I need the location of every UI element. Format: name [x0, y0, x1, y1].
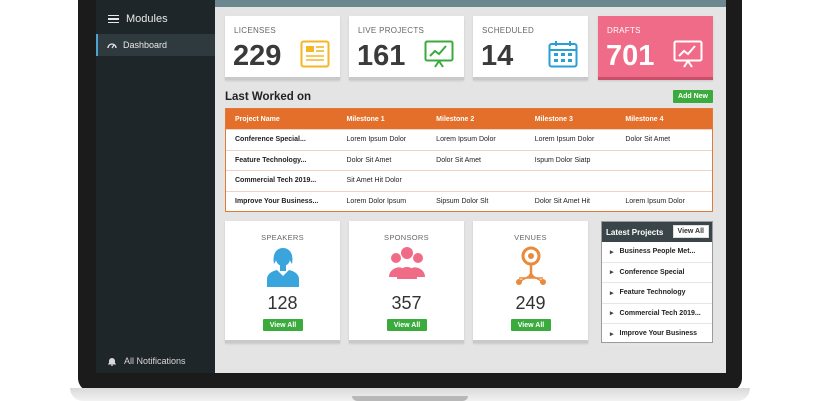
column-header[interactable]: Milestone 2	[436, 115, 475, 123]
stat-card-scheduled[interactable]: SCHEDULED 14	[473, 16, 588, 80]
table-cell: Sit Amet Hit Dolor	[346, 177, 402, 185]
stat-value: 161	[357, 40, 406, 72]
column-header[interactable]: Milestone 1	[346, 115, 385, 123]
stat-value: 229	[233, 40, 282, 72]
list-item-label: Business People Met...	[619, 248, 696, 256]
bell-icon	[108, 357, 116, 366]
list-item[interactable]: ▸ Conference Special	[602, 263, 712, 283]
stat-card-licenses[interactable]: LICENSES 229	[225, 16, 340, 80]
table-cell: Lorem Dolor Ipsum	[346, 197, 407, 205]
table-row[interactable]: Feature Technology... Dolor Sit Amet Dol…	[226, 149, 712, 171]
table-cell: Lorem Ipsum Dolor	[436, 136, 496, 144]
add-new-button[interactable]: Add New	[673, 90, 713, 103]
table-cell: Dolor Sit Amet Hit	[534, 197, 591, 205]
bullet-icon: ▸	[610, 289, 614, 297]
table-header: Project Name Milestone 1 Milestone 2 Mil…	[226, 109, 712, 129]
bullet-icon: ▸	[610, 269, 614, 277]
view-all-latest-button[interactable]: View All	[672, 225, 709, 238]
sidebar: Modules Dashboard All Notifications	[96, 0, 215, 373]
table-row[interactable]: Commercial Tech 2019... Sit Amet Hit Dol…	[226, 170, 712, 191]
latest-projects-list: ▸ Business People Met... ▸ Conference Spec…	[602, 242, 712, 345]
stat-value: 14	[481, 40, 514, 72]
location-icon	[515, 246, 546, 285]
stat-label: LICENSES	[234, 26, 276, 35]
table-row[interactable]: Improve Your Business... Lorem Dolor Ips…	[226, 190, 712, 212]
top-bar	[215, 0, 726, 7]
table-cell: Lorem Ipsum Dolor	[625, 197, 685, 205]
list-item-label: Conference Special	[619, 268, 685, 276]
stat-label: SCHEDULED	[482, 26, 535, 35]
table-cell: Dolor Sit Amet	[436, 156, 481, 164]
chart-icon	[673, 40, 703, 68]
card-sponsors: SPONSORS 357 View All	[349, 221, 464, 343]
latest-projects-panel: Latest Projects View All ▸ Business Peopl…	[601, 221, 713, 345]
stat-label: LIVE PROJECTS	[358, 26, 425, 35]
chart-icon	[424, 40, 454, 68]
document-icon	[300, 40, 330, 68]
table-cell: Improve Your Business...	[235, 197, 319, 205]
sidebar-item-label: All Notifications	[124, 356, 186, 366]
view-all-sponsors-button[interactable]: View All	[387, 319, 427, 331]
table-cell: Ispum Dolor Siatp	[534, 156, 591, 164]
table-cell: Commercial Tech 2019...	[235, 177, 317, 185]
column-header[interactable]: Milestone 4	[625, 115, 664, 123]
table-cell: Dolor Sit Amet	[625, 136, 671, 144]
sidebar-item-notifications[interactable]: All Notifications	[96, 350, 215, 372]
card-value: 128	[267, 293, 298, 313]
stat-value: 701	[606, 40, 655, 72]
laptop-notch	[352, 396, 468, 401]
table-cell: Sipsum Dolor Slt	[436, 197, 489, 205]
latest-projects-title: Latest Projects	[606, 227, 664, 237]
card-label: SPEAKERS	[261, 233, 304, 242]
card-value: 357	[391, 293, 422, 313]
stat-card-drafts[interactable]: DRAFTS 701	[598, 16, 713, 80]
list-item[interactable]: ▸ Business People Met...	[602, 242, 712, 263]
table-cell: Conference Special...	[235, 136, 306, 144]
column-header[interactable]: Project Name	[235, 115, 280, 123]
stat-label: DRAFTS	[607, 26, 641, 35]
card-value: 249	[515, 293, 546, 313]
table-cell: Lorem Ipsum Dolor	[534, 136, 595, 144]
table-cell: Lorem Ipsum Dolor	[346, 136, 407, 144]
calendar-icon	[548, 41, 578, 68]
card-venues: VENUES 249 View All	[473, 221, 588, 343]
bullet-icon: ▸	[610, 248, 614, 256]
laptop-base	[70, 388, 750, 401]
list-item-label: Improve Your Business	[619, 330, 698, 338]
card-label: VENUES	[514, 233, 547, 242]
modules-label: Modules	[126, 13, 168, 25]
projects-table: Project Name Milestone 1 Milestone 2 Mil…	[225, 108, 713, 212]
card-label: SPONSORS	[384, 233, 429, 242]
bullet-icon: ▸	[610, 310, 614, 318]
person-icon	[266, 248, 299, 287]
view-all-venues-button[interactable]: View All	[511, 319, 551, 331]
list-item[interactable]: ▸ Commercial Tech 2019...	[602, 304, 712, 324]
section-title-last-worked: Last Worked on	[225, 91, 312, 103]
sidebar-item-label: Dashboard	[123, 40, 168, 50]
list-item-label: Feature Technology	[619, 289, 686, 297]
group-icon	[388, 247, 425, 279]
dashboard-gauge-icon	[107, 43, 117, 49]
table-cell: Feature Technology...	[235, 156, 307, 164]
column-header[interactable]: Milestone 3	[534, 115, 573, 123]
table-row[interactable]: Conference Special... Lorem Ipsum Dolor …	[226, 129, 712, 150]
main-content: LICENSES 229 LIVE PROJECTS 161 SCHED	[215, 0, 726, 373]
latest-projects-header: Latest Projects View All	[602, 222, 712, 242]
list-item[interactable]: ▸ Feature Technology	[602, 283, 712, 304]
stat-card-live-projects[interactable]: LIVE PROJECTS 161	[349, 16, 464, 80]
list-item-label: Commercial Tech 2019...	[619, 309, 701, 317]
menu-icon[interactable]	[108, 14, 119, 24]
sidebar-modules-header[interactable]: Modules	[96, 8, 215, 30]
bullet-icon: ▸	[610, 330, 614, 338]
table-cell: Dolor Sit Amet	[346, 156, 392, 164]
app-screen: Modules Dashboard All Notifications LICE…	[96, 0, 726, 373]
card-speakers: SPEAKERS 128 View All	[225, 221, 340, 343]
sidebar-item-dashboard[interactable]: Dashboard	[96, 34, 215, 56]
list-item[interactable]: ▸ Improve Your Business	[602, 324, 712, 345]
view-all-speakers-button[interactable]: View All	[263, 319, 303, 331]
